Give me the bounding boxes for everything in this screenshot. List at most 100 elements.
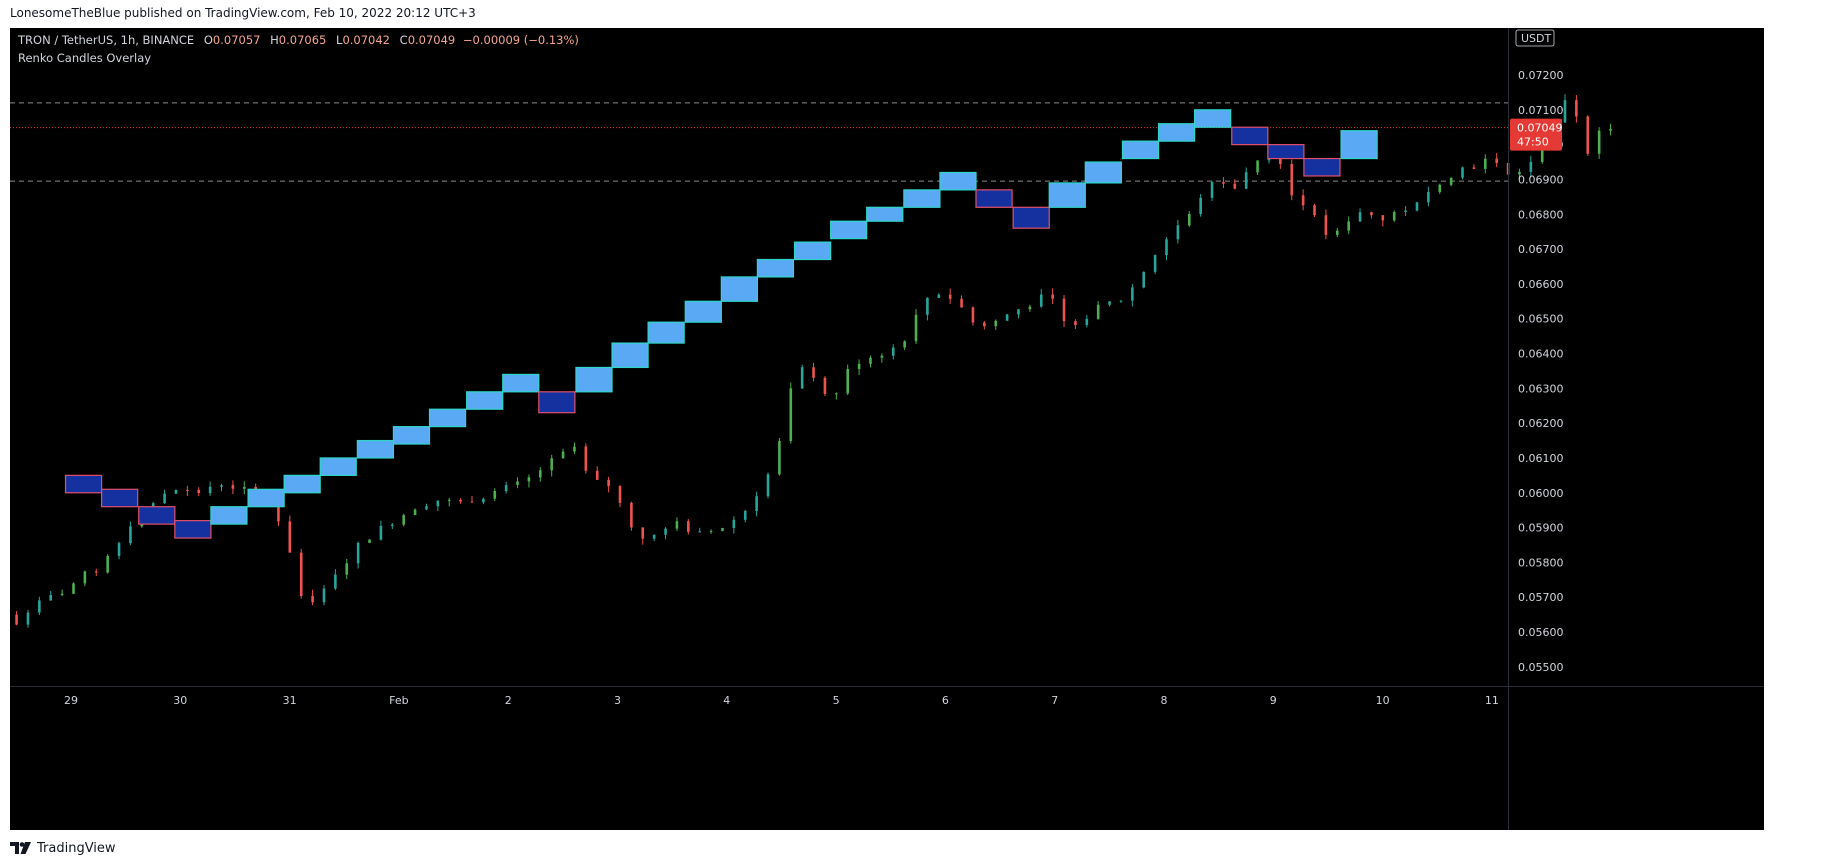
price-candle (459, 498, 462, 504)
price-tick-label: 0.06300 (1518, 382, 1564, 395)
renko-brick-up (1084, 161, 1122, 184)
renko-brick-down (975, 189, 1013, 208)
price-candle (1256, 160, 1259, 176)
price-candle (1096, 301, 1100, 320)
price-candle (584, 443, 588, 474)
price-candle (26, 609, 30, 628)
price-candle (903, 340, 906, 350)
price-candle (539, 467, 542, 482)
price-candle (755, 491, 758, 517)
price-candle (1108, 301, 1111, 307)
price-candle (15, 611, 18, 626)
renko-brick-down (1012, 206, 1050, 229)
price-candle (163, 489, 166, 505)
time-tick-label: 29 (64, 694, 78, 707)
price-candle (129, 521, 132, 546)
price-candle (1017, 309, 1020, 319)
price-candle (709, 529, 713, 534)
time-tick-label: 3 (614, 694, 621, 707)
price-candle (49, 590, 53, 601)
price-candle (994, 319, 998, 330)
renko-brick-up (903, 189, 941, 208)
time-tick-label: 11 (1485, 694, 1499, 707)
author-name[interactable]: LonesomeTheBlue (10, 6, 121, 20)
price-tick-label: 0.06700 (1518, 243, 1564, 256)
open-value: 0.07057 (212, 33, 261, 47)
price-candle (1176, 219, 1180, 244)
price-candle (1062, 295, 1066, 327)
renko-brick-up (319, 457, 357, 476)
price-candle (1085, 314, 1089, 328)
chart-panel[interactable] (10, 28, 1764, 830)
price-candle (960, 295, 963, 308)
price-candle (573, 442, 576, 454)
price-candle (425, 503, 428, 511)
price-candle (766, 472, 770, 499)
time-tick-label: 8 (1161, 694, 1168, 707)
price-candle (402, 513, 405, 527)
renko-brick-down (64, 474, 103, 494)
price-candle (1187, 211, 1191, 227)
price-tick-label: 0.07200 (1518, 69, 1564, 82)
price-candle (1222, 177, 1225, 189)
price-candle (117, 541, 121, 560)
price-candle (641, 527, 645, 545)
symbol-label[interactable]: TRON / TetherUS, 1h, BINANCE (18, 33, 195, 47)
price-candle (1495, 153, 1498, 168)
renko-brick-down (101, 488, 139, 508)
renko-brick-up (756, 258, 795, 278)
price-candle (83, 570, 87, 587)
price-tick-label: 0.06100 (1518, 452, 1564, 465)
price-candle (220, 483, 223, 492)
currency-label: USDT (1521, 32, 1552, 45)
price-candle (288, 515, 292, 553)
tradingview-logo[interactable]: TradingView (10, 838, 116, 858)
price-candle (470, 496, 474, 503)
price-candle (368, 539, 371, 544)
renko-brick-up (830, 220, 868, 240)
tradingview-brand: TradingView (37, 840, 116, 856)
price-candle (1210, 181, 1214, 201)
price-candle (1244, 167, 1248, 190)
time-tick-label: 7 (1051, 694, 1058, 707)
renko-brick-up (1194, 109, 1232, 128)
price-candle (823, 376, 827, 397)
time-tick-label: 2 (505, 694, 512, 707)
open-label: O (203, 33, 213, 47)
price-candle (197, 487, 201, 497)
price-candle (675, 517, 679, 532)
time-tick-label: 31 (283, 694, 297, 707)
renko-brick-up (575, 366, 613, 393)
chart-canvas[interactable]: 0.05500 0.05600 0.05700 0.05800 0.05900 0.060… (10, 28, 1764, 830)
publish-info: published on TradingView.com, Feb 10, 20… (124, 6, 476, 20)
price-candle (322, 584, 326, 606)
price-candle (1051, 288, 1054, 304)
price-candle (800, 364, 804, 389)
currency-badge[interactable]: USDT (1515, 29, 1555, 47)
renko-brick-down (1231, 126, 1269, 146)
indicator-label[interactable]: Renko Candles Overlay (18, 51, 152, 65)
renko-brick-up (611, 342, 649, 369)
renko-brick-up (866, 206, 904, 222)
tradingview-logo-icon (10, 842, 31, 854)
price-candle (971, 306, 975, 326)
price-tick-label: 0.05800 (1518, 556, 1564, 569)
price-candle (652, 534, 656, 542)
price-tick-label: 0.05600 (1518, 626, 1564, 639)
price-tick-label: 0.06600 (1518, 278, 1564, 291)
price-candle (413, 508, 417, 516)
price-candle (1131, 284, 1134, 307)
price-candle (356, 541, 360, 569)
close-value: 0.07049 (407, 33, 456, 47)
price-candle (618, 485, 622, 508)
price-candle (231, 480, 235, 495)
renko-brick-up (939, 171, 977, 191)
price-candle (1518, 168, 1521, 180)
price-candle (208, 481, 212, 496)
price-tick-label: 0.07100 (1518, 104, 1564, 117)
renko-brick-up (1121, 140, 1160, 160)
price-candle (1597, 127, 1601, 159)
renko-brick-down (174, 520, 212, 539)
price-candle (447, 497, 451, 507)
price-tick-label: 0.06900 (1518, 173, 1564, 186)
